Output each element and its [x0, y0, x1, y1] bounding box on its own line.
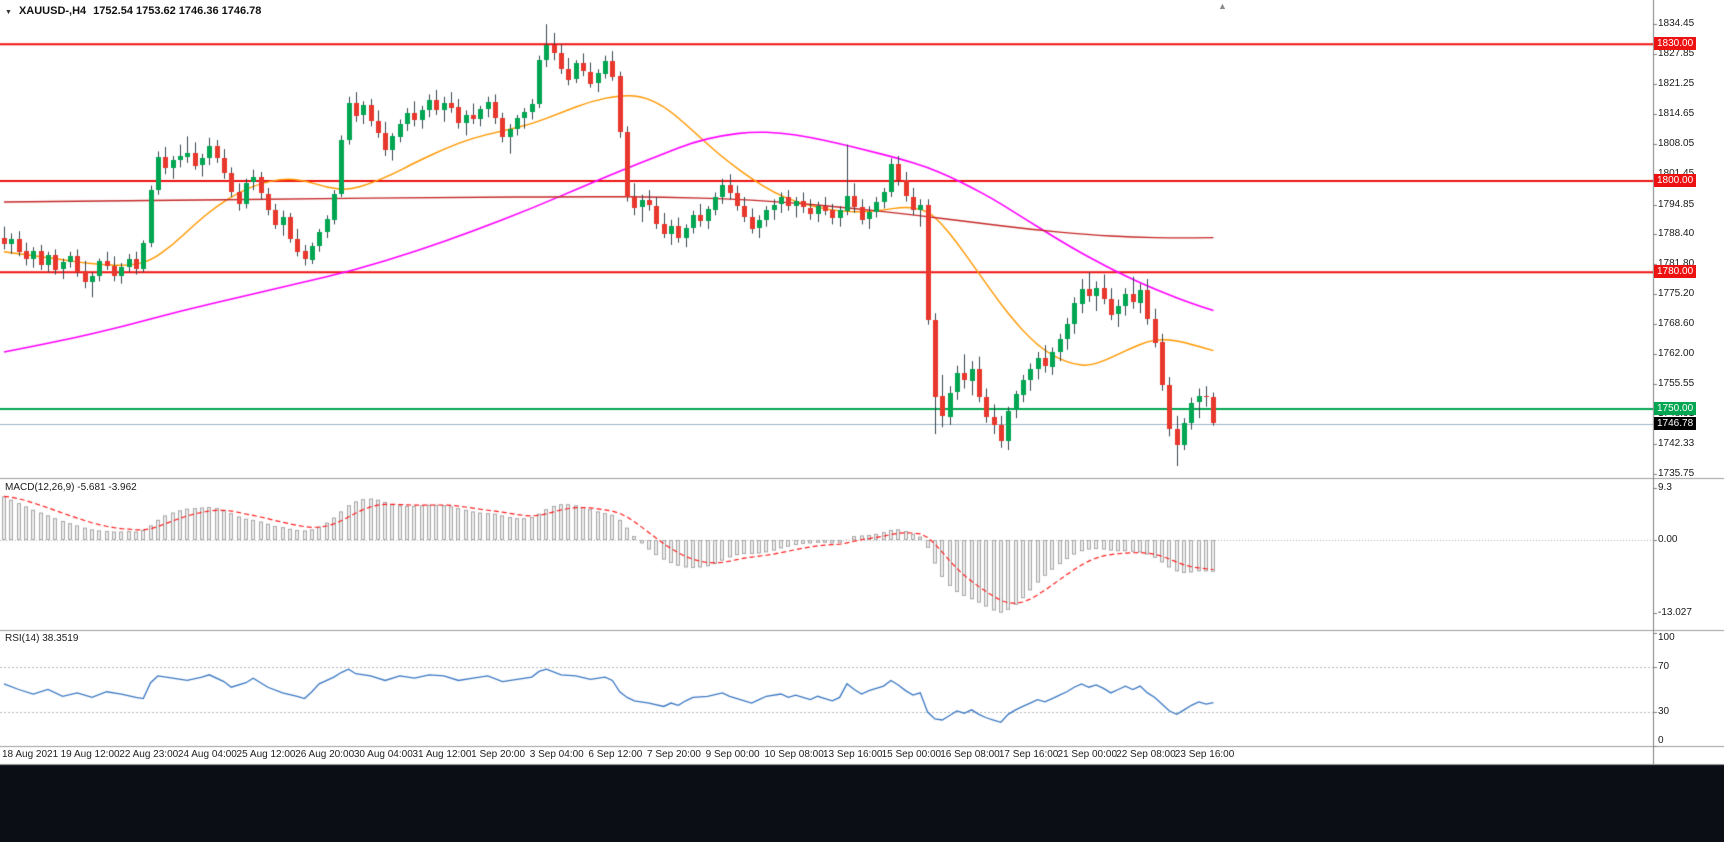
price-tick-label: 1827.85: [1658, 48, 1695, 60]
time-axis-label: 10 Sep 08:00: [764, 749, 824, 760]
price-badge: 1830.00: [1654, 37, 1697, 51]
price-tick-label: 1801.45: [1658, 168, 1694, 180]
price-tick-label: 1742.33: [1658, 438, 1695, 449]
price-badge: 1746.78: [1654, 416, 1697, 430]
time-axis-label: 9 Sep 00:00: [705, 749, 760, 760]
price-tick-label: 1755.55: [1658, 377, 1695, 389]
rsi-indicator-label: RSI(14) 38.3519: [5, 633, 79, 644]
price-tick-label: 1775.20: [1658, 288, 1695, 300]
time-axis-label: 22 Sep 08:00: [1116, 749, 1176, 760]
price-tick-label: 1788.40: [1658, 227, 1695, 239]
chart-shift-icon[interactable]: ▲: [1218, 1, 1227, 11]
time-axis-label: 23 Sep 16:00: [1174, 749, 1235, 760]
symbol-dropdown-icon[interactable]: ▼: [5, 8, 12, 16]
price-tick-label: 1768.60: [1658, 318, 1695, 330]
macd-indicator-label: MACD(12,26,9) -5.681 -3.962: [5, 482, 137, 493]
price-tick-label: 1735.75: [1658, 468, 1695, 479]
time-axis-label: 1 Sep 20:00: [471, 749, 526, 760]
macd-axis-label: 9.3: [1658, 482, 1672, 493]
time-axis-label: 22 Aug 23:00: [119, 749, 179, 760]
chart-header: ▼ XAUUSD-,H4 1752.54 1753.62 1746.36 174…: [5, 5, 261, 17]
time-axis-label: 6 Sep 12:00: [588, 749, 643, 760]
rsi-axis-label: 30: [1658, 706, 1670, 718]
time-axis-label: 19 Aug 12:00: [60, 749, 120, 760]
time-axis-label: 30 Aug 04:00: [353, 749, 413, 760]
time-axis-label: 3 Sep 04:00: [529, 749, 584, 760]
time-axis-label: 13 Sep 16:00: [822, 749, 883, 760]
time-axis-label: 17 Sep 16:00: [998, 749, 1059, 760]
macd-axis-label: -13.027: [1658, 606, 1692, 618]
time-axis-label: 21 Sep 00:00: [1057, 749, 1118, 760]
price-tick-label: 1794.85: [1658, 198, 1695, 210]
time-axis-label: 26 Aug 20:00: [295, 749, 355, 760]
macd-axis-label: 0.00: [1658, 534, 1678, 545]
time-axis-label: 15 Sep 00:00: [881, 749, 942, 760]
time-axis-label: 16 Sep 08:00: [940, 749, 1000, 760]
price-tick-label: 1781.80: [1658, 258, 1695, 270]
price-tick-label: 1834.45: [1658, 18, 1695, 29]
symbol-timeframe-label: XAUUSD-,H4: [18, 5, 87, 17]
rsi-axis-label: 100: [1658, 632, 1675, 643]
rsi-axis-label: 70: [1658, 660, 1670, 672]
time-axis-label: 7 Sep 20:00: [647, 749, 701, 760]
price-tick-label: 1814.65: [1658, 108, 1695, 120]
price-tick-label: 1808.05: [1658, 138, 1695, 150]
time-axis-label: 25 Aug 12:00: [236, 749, 296, 760]
rsi-axis-label: 0: [1658, 735, 1664, 746]
price-badge: 1780.00: [1654, 265, 1697, 279]
price-tick-label: 1762.00: [1658, 348, 1695, 360]
time-axis-label: 24 Aug 04:00: [177, 749, 237, 760]
time-axis-label: 31 Aug 12:00: [412, 749, 472, 760]
price-badge: 1750.00: [1654, 402, 1697, 416]
price-badge: 1800.00: [1654, 174, 1697, 188]
price-tick-label: 1821.25: [1658, 78, 1695, 90]
time-axis-label: 18 Aug 2021: [2, 749, 59, 760]
ohlc-values: 1752.54 1753.62 1746.36 1746.78: [93, 5, 262, 17]
